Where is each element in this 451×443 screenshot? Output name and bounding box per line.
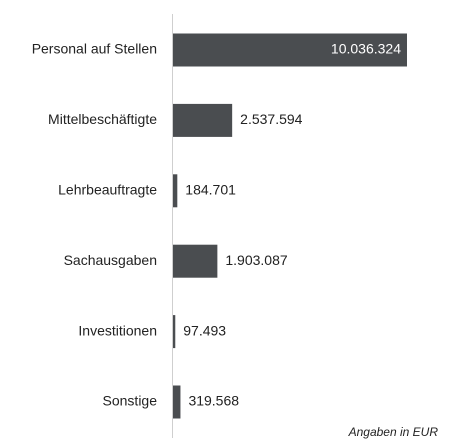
- bar: [173, 315, 176, 349]
- value-label: 10.036.324: [331, 41, 401, 57]
- value-label: 2.537.594: [240, 111, 302, 127]
- value-label: 97.493: [183, 322, 226, 338]
- category-label: Mittelbeschäftigte: [48, 111, 157, 127]
- category-label: Sachausgaben: [64, 252, 157, 268]
- value-label: 319.568: [188, 393, 239, 409]
- bar: [173, 385, 181, 419]
- bar: [173, 33, 407, 67]
- value-label: 184.701: [185, 182, 236, 198]
- category-label: Investitionen: [78, 322, 157, 338]
- bar: [173, 174, 178, 208]
- category-label: Sonstige: [103, 393, 158, 409]
- category-label: Personal auf Stellen: [32, 41, 157, 57]
- bar: [173, 244, 218, 278]
- footnote: Angaben in EUR: [348, 425, 439, 439]
- value-label: 1.903.087: [225, 252, 287, 268]
- bar: [173, 103, 233, 137]
- category-label: Lehrbeauftragte: [58, 182, 157, 198]
